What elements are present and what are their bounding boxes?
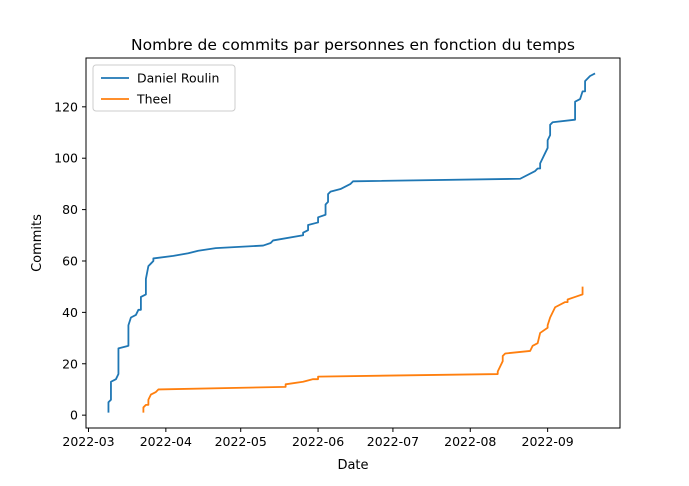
y-tick-label: 100 (54, 151, 78, 166)
y-tick-label: 60 (62, 253, 78, 268)
x-axis: 2022-03 2022-04 2022-05 2022-06 2022-07 2022-… (62, 428, 574, 449)
series-line-daniel-roulin (107, 72, 596, 413)
y-tick-label: 120 (54, 99, 78, 114)
x-tick-label: 2022-04 (140, 434, 192, 449)
x-tick-label: 2022-06 (292, 434, 344, 449)
y-axis: 0 20 40 60 80 100 120 (54, 99, 86, 423)
legend-label: Theel (136, 92, 171, 107)
plot-frame (85, 57, 621, 429)
x-axis-label: Date (337, 458, 368, 473)
x-tick-label: 2022-03 (62, 434, 114, 449)
x-tick-label: 2022-09 (522, 434, 574, 449)
plot-area (107, 72, 596, 413)
legend-label: Daniel Roulin (137, 71, 219, 86)
chart-title: Nombre de commits par personnes en fonct… (131, 36, 575, 54)
y-tick-label: 20 (62, 356, 78, 371)
x-tick-label: 2022-07 (367, 434, 419, 449)
y-tick-label: 40 (62, 305, 78, 320)
y-tick-label: 80 (62, 202, 78, 217)
series-line-theel (142, 286, 584, 413)
y-tick-label: 0 (70, 408, 78, 423)
x-tick-label: 2022-08 (444, 434, 496, 449)
x-tick-label: 2022-05 (215, 434, 267, 449)
y-axis-label: Commits (30, 214, 45, 272)
legend: Daniel Roulin Theel (92, 64, 236, 112)
